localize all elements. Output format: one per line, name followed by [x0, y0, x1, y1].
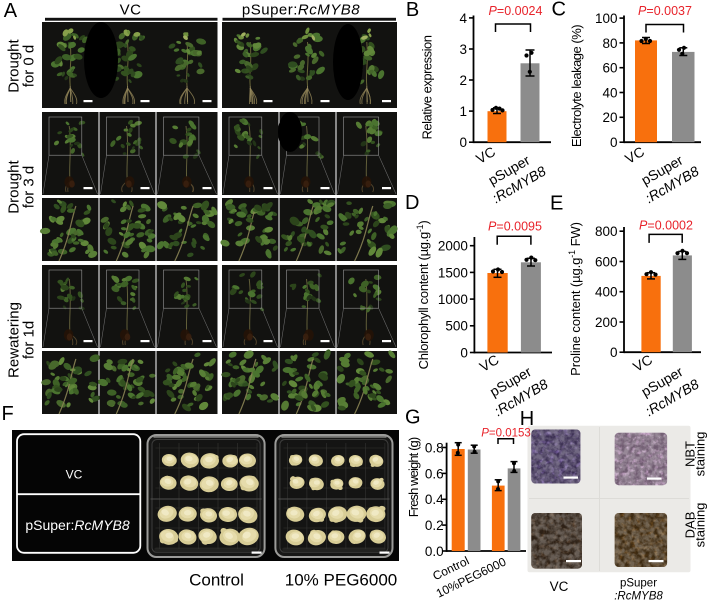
- svg-text:H: H: [520, 408, 534, 430]
- svg-text:pSuper: pSuper: [620, 578, 657, 590]
- svg-text:0.6: 0.6: [425, 466, 444, 481]
- svg-text:1500: 1500: [438, 265, 468, 280]
- svg-text:F: F: [2, 403, 14, 425]
- svg-text:VC: VC: [66, 468, 83, 482]
- svg-text:0: 0: [459, 135, 467, 150]
- svg-text:staining: staining: [693, 503, 708, 548]
- svg-text:0.0: 0.0: [425, 544, 444, 559]
- svg-text:40: 40: [602, 85, 617, 100]
- svg-text:P=0.0037: P=0.0037: [638, 4, 692, 18]
- svg-text::RcMYB8: :RcMYB8: [614, 591, 663, 602]
- svg-text:80: 80: [602, 36, 617, 51]
- svg-text:for 3 d: for 3 d: [21, 166, 38, 209]
- svg-text:0.4: 0.4: [425, 492, 444, 507]
- svg-text:0: 0: [610, 345, 618, 360]
- svg-text:A: A: [4, 0, 18, 22]
- svg-text:600: 600: [595, 254, 618, 269]
- svg-text:2000: 2000: [438, 239, 468, 254]
- svg-text:P=0.0095: P=0.0095: [488, 220, 542, 234]
- svg-text:20: 20: [602, 110, 617, 125]
- svg-text:P=0.0024: P=0.0024: [489, 4, 543, 18]
- svg-text:1000: 1000: [438, 292, 468, 307]
- svg-text:Fresh weight (g): Fresh weight (g): [406, 437, 421, 517]
- svg-text:pSuper:RcMYB8: pSuper:RcMYB8: [242, 2, 360, 19]
- svg-text:VC: VC: [120, 2, 142, 19]
- svg-text:1: 1: [459, 104, 467, 119]
- svg-text:Rewatering: Rewatering: [6, 302, 23, 378]
- svg-text:DAB: DAB: [683, 512, 698, 539]
- svg-text:0: 0: [610, 135, 618, 150]
- svg-text:VC: VC: [550, 579, 569, 594]
- svg-text:Drought: Drought: [6, 38, 23, 92]
- svg-text:D: D: [405, 192, 419, 214]
- svg-text:0: 0: [460, 345, 468, 360]
- svg-text:2: 2: [459, 73, 467, 88]
- svg-text:Relative expression: Relative expression: [420, 35, 435, 139]
- svg-text:B: B: [406, 0, 419, 21]
- svg-text:P=0.0002: P=0.0002: [639, 219, 693, 233]
- svg-text:200: 200: [595, 315, 618, 330]
- svg-text:0.8: 0.8: [425, 440, 444, 455]
- svg-text:for 1d: for 1d: [21, 321, 38, 359]
- svg-text:VC: VC: [477, 351, 502, 375]
- svg-text:500: 500: [445, 319, 468, 334]
- svg-text:10% PEG6000: 10% PEG6000: [285, 571, 397, 590]
- svg-text:C: C: [552, 0, 566, 21]
- svg-text:G: G: [405, 407, 421, 429]
- svg-text:E: E: [550, 193, 563, 215]
- svg-text:Chlorophyll content (µg.g-1): Chlorophyll content (µg.g-1): [415, 221, 431, 370]
- svg-text:Electrolyte leakage (%): Electrolyte leakage (%): [569, 25, 584, 147]
- svg-text:3: 3: [459, 42, 467, 57]
- svg-text:400: 400: [595, 285, 618, 300]
- svg-text:Drought: Drought: [6, 159, 23, 213]
- svg-text:Proline content (µg.g-1 FW): Proline content (µg.g-1 FW): [567, 222, 583, 376]
- svg-text:pSuper:RcMYB8: pSuper:RcMYB8: [25, 517, 129, 533]
- svg-text:staining: staining: [693, 432, 708, 477]
- svg-text:0.2: 0.2: [425, 518, 444, 533]
- svg-text:for 0 d: for 0 d: [21, 45, 38, 88]
- svg-text:NBT: NBT: [683, 441, 698, 467]
- svg-text:800: 800: [595, 224, 618, 239]
- svg-text:P=0.0153: P=0.0153: [481, 428, 531, 440]
- svg-text:Control: Control: [189, 571, 244, 590]
- svg-text:VC: VC: [473, 143, 498, 167]
- svg-text:4: 4: [459, 11, 467, 26]
- svg-text:100: 100: [595, 11, 618, 26]
- svg-text:VC: VC: [622, 143, 647, 167]
- svg-text:60: 60: [602, 61, 617, 76]
- svg-text:VC: VC: [630, 351, 655, 375]
